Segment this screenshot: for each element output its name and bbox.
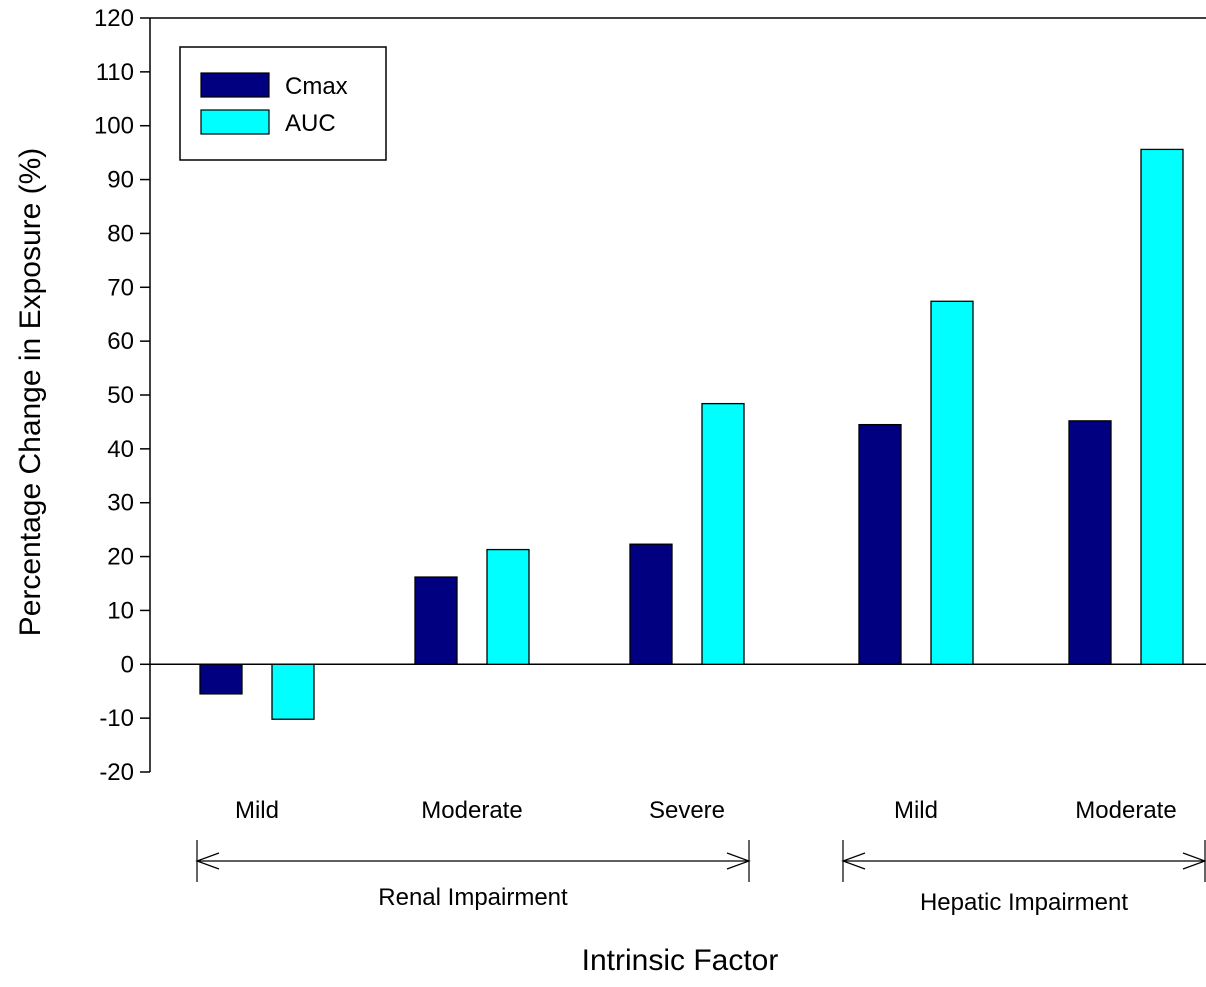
y-axis-title: Percentage Change in Exposure (%) [14, 148, 47, 637]
bar-cmax-4 [1068, 420, 1112, 665]
y-tick-label: 60 [107, 328, 134, 355]
y-tick-label: 80 [107, 220, 134, 247]
bar-cmax-2 [629, 543, 673, 665]
bar-auc-2 [701, 402, 745, 665]
y-tick-label: 110 [96, 59, 134, 86]
bracket-arrow-right [726, 852, 751, 870]
y-tick-label: 90 [107, 167, 134, 194]
legend: Cmax AUC [179, 46, 387, 161]
y-tick-label: 20 [107, 544, 134, 571]
bracket-arrow-right [1182, 852, 1206, 870]
group-label: Hepatic Impairment [920, 889, 1128, 916]
y-tick-label: 0 [121, 651, 134, 678]
bracket-arrow-left [841, 852, 866, 870]
bars [199, 148, 1184, 720]
category-label: Mild [894, 797, 938, 824]
y-axis-ticks: -20 -10 0 10 20 30 40 50 60 70 80 90 100 110 120 [94, 5, 150, 786]
category-labels: Mild Moderate Severe Mild Moderate [235, 797, 1177, 824]
bar-cmax-0 [199, 663, 243, 695]
legend-label-auc: AUC [285, 110, 336, 137]
bar-auc-4 [1140, 148, 1184, 665]
bracket-arrow-left [195, 852, 220, 870]
group-brackets: Renal Impairment Hepatic Impairment [195, 840, 1206, 916]
y-tick-label: 100 [94, 113, 134, 140]
bar-auc-0 [271, 663, 315, 720]
category-label: Moderate [1075, 797, 1176, 824]
bar-auc-3 [930, 300, 974, 665]
category-label: Severe [649, 797, 725, 824]
legend-swatch-cmax [200, 72, 270, 98]
y-tick-label: 120 [94, 5, 134, 32]
bar-cmax-1 [414, 576, 458, 665]
bar-cmax-3 [858, 423, 902, 665]
y-tick-label: 40 [107, 436, 134, 463]
x-axis-title: Intrinsic Factor [582, 944, 779, 977]
y-tick-label: 10 [107, 597, 134, 624]
legend-swatch-auc [200, 109, 270, 135]
y-tick-label: -10 [99, 705, 134, 732]
y-tick-label: 30 [107, 490, 134, 517]
group-label: Renal Impairment [378, 884, 568, 911]
legend-label-cmax: Cmax [285, 73, 348, 100]
category-label: Mild [235, 797, 279, 824]
y-tick-label: 70 [107, 274, 134, 301]
bar-auc-1 [486, 548, 530, 665]
y-tick-label: 50 [107, 382, 134, 409]
y-tick-label: -20 [99, 759, 134, 786]
legend-box [179, 46, 387, 161]
category-label: Moderate [421, 797, 522, 824]
